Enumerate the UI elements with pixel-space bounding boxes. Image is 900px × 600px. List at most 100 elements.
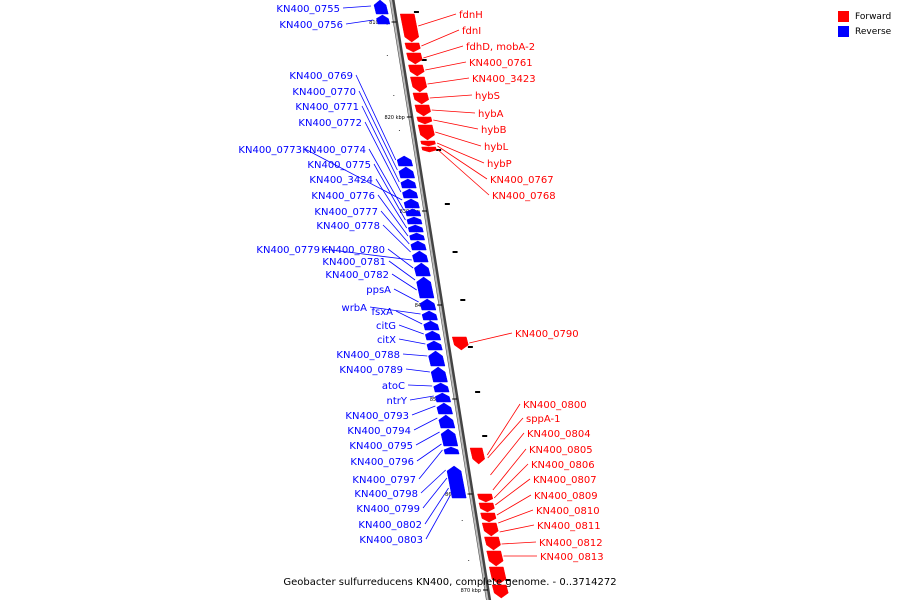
forward-leader-line (418, 13, 457, 27)
reverse-leader-line (373, 163, 406, 221)
reverse-gene-label: KN400_0797 (352, 475, 416, 486)
reverse-gene (412, 250, 429, 263)
forward-leader-line (490, 432, 525, 476)
forward-gene (416, 116, 433, 125)
reverse-gene (433, 382, 450, 393)
reverse-gene-label: ntrY (387, 396, 408, 407)
reverse-leader-line (413, 417, 438, 431)
forward-gene (420, 140, 436, 147)
forward-leader-line (437, 145, 488, 180)
forward-gene (469, 447, 485, 465)
reverse-leader-line (375, 178, 408, 229)
reverse-leader-line (415, 431, 440, 446)
forward-leader-line (469, 332, 513, 344)
reverse-gene-label: KN400_0794 (347, 426, 411, 437)
forward-gene-label: KN400_0767 (490, 175, 554, 186)
reverse-gene-label: KN400_0788 (336, 350, 400, 361)
forward-leader-line (431, 109, 476, 114)
forward-gene (478, 502, 495, 513)
reverse-leader-line (304, 148, 403, 201)
reverse-gene-label: KN400_0777 (314, 207, 378, 218)
reverse-gene-label: KN400_0779 (256, 245, 320, 256)
forward-gene-label: fdnI (462, 26, 481, 37)
forward-gene-label: fdnH (459, 10, 483, 21)
reverse-gene-label: atoC (382, 381, 405, 392)
reverse-leader-line (416, 443, 442, 462)
reverse-leader-line (398, 338, 426, 345)
forward-gene-label: sppA-1 (526, 414, 561, 425)
reverse-leader-line (411, 405, 436, 416)
forward-gene-label: KN400_3423 (472, 74, 536, 85)
forward-gene-label: KN400_0805 (529, 445, 593, 456)
reverse-gene-label: KN400_0802 (358, 520, 422, 531)
forward-leader-line (421, 29, 460, 47)
reverse-gene-label: KN400_0803 (359, 535, 423, 546)
reverse-leader-line (361, 105, 400, 183)
forward-gene-label: KN400_0813 (540, 552, 604, 563)
forward-gene-label: KN400_0809 (534, 491, 598, 502)
reverse-gene (421, 310, 438, 321)
forward-gene-label: KN400_0790 (515, 329, 579, 340)
tick-label: 820 kbp (384, 115, 404, 121)
forward-gene (486, 550, 504, 567)
forward-leader-line (499, 524, 535, 533)
reverse-leader-line (425, 495, 451, 540)
forward-gene-label: KN400_0761 (469, 58, 533, 69)
forward-leader-line (436, 142, 485, 164)
forward-gene-label: hybP (487, 159, 512, 170)
reverse-gene-label: KN400_0795 (349, 441, 413, 452)
legend-item-forward: Forward (838, 9, 891, 24)
reverse-swatch (838, 26, 849, 37)
reverse-gene (438, 414, 456, 429)
reverse-leader-line (422, 477, 448, 509)
reverse-gene (443, 446, 460, 455)
forward-gene (421, 146, 437, 153)
tick-label: 870 kbp (461, 588, 481, 594)
reverse-gene (428, 350, 446, 367)
reverse-gene (424, 330, 442, 341)
reverse-leader-line (393, 288, 419, 303)
label-lines-layer (304, 5, 537, 557)
tick-dot (398, 130, 400, 131)
reverse-gene (396, 155, 414, 167)
reverse-gene-label: KN400_0775 (307, 160, 371, 171)
reverse-leader-line (380, 210, 410, 245)
forward-leader-line (429, 94, 473, 99)
forward-leader-line (427, 77, 470, 85)
reverse-gene-label: KN400_0773 (238, 145, 302, 156)
reverse-gene (409, 232, 425, 241)
reverse-leader-line (398, 324, 424, 335)
reverse-gene (402, 188, 419, 199)
reverse-leader-line (420, 469, 446, 494)
tick-dot (461, 520, 463, 521)
tick-dot (468, 560, 470, 561)
forward-gene-label: KN400_0800 (523, 400, 587, 411)
reverse-gene (398, 166, 415, 179)
forward-gene-label: KN400_0811 (537, 521, 601, 532)
reverse-gene (403, 198, 420, 209)
reverse-leader-line (382, 224, 411, 253)
reverse-gene-label: KN400_0769 (289, 71, 353, 82)
reverse-gene (434, 392, 452, 403)
reverse-gene-label: KN400_0756 (279, 20, 343, 31)
forward-gene-label: KN400_0804 (527, 429, 591, 440)
genome-backbone-highlight (389, 0, 489, 600)
forward-gene (410, 76, 428, 93)
forward-leader-line (425, 61, 467, 71)
reverse-leader-line (418, 449, 443, 480)
reverse-gene-label: KN400_0770 (292, 87, 356, 98)
reverse-gene (446, 465, 467, 499)
forward-gene (408, 64, 425, 77)
reverse-gene (405, 208, 422, 217)
reverse-gene (423, 320, 440, 331)
reverse-gene-label: KN400_0778 (316, 221, 380, 232)
forward-gene (412, 92, 430, 105)
forward-gene-label: KN400_0812 (539, 538, 603, 549)
reverse-gene-label: KN400_0771 (295, 102, 359, 113)
reverse-gene-label: KN400_0782 (325, 270, 389, 281)
reverse-leader-line (368, 148, 405, 211)
reverse-gene-label: ppsA (366, 285, 391, 296)
forward-gene-label: KN400_0807 (533, 475, 597, 486)
forward-gene-label: hybA (478, 109, 504, 120)
backbone-layer (389, 0, 492, 600)
